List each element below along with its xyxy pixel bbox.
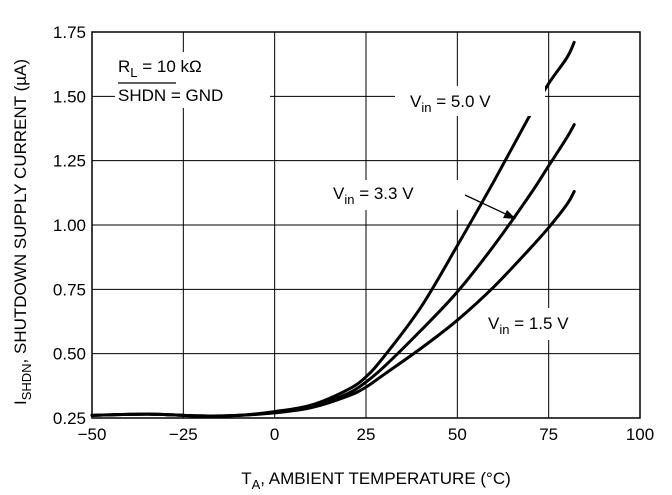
y-axis-label: ISHDN, SHUTDOWN SUPPLY CURRENT (µA) <box>11 59 34 405</box>
x-tick-label: −50 <box>78 425 107 444</box>
x-tick-label: 25 <box>357 425 376 444</box>
arrow-3v-head <box>503 210 516 219</box>
y-tick-label: 1.00 <box>53 216 86 235</box>
conditions-background <box>115 52 270 108</box>
label-bg-5v <box>395 86 545 116</box>
x-tick-label: 0 <box>270 425 279 444</box>
x-tick-label: −25 <box>169 425 198 444</box>
plot-frame <box>91 31 641 419</box>
x-tick-label: 50 <box>448 425 467 444</box>
x-tick-label: 100 <box>626 425 654 444</box>
arrow-3v-line <box>464 194 511 217</box>
y-tick-label: 0.75 <box>53 280 86 299</box>
y-tick-label: 1.75 <box>53 23 86 42</box>
x-axis-label: TA, AMBIENT TEMPERATURE (°C) <box>241 469 511 492</box>
series-line-2 <box>90 190 576 418</box>
grid <box>92 32 640 418</box>
y-tick-label: 1.50 <box>53 87 86 106</box>
series-label-5v: Vin = 5.0 V <box>410 92 491 115</box>
condition-shdn: SHDN = GND <box>118 86 223 105</box>
label-bg-1v <box>484 308 604 340</box>
label-bg-3v <box>330 180 460 210</box>
y-tick-label: 1.25 <box>53 152 86 171</box>
ticks: −50 −25 0 25 50 75 100 0.25 0.50 0.75 1.00 1.25 1.50… <box>53 23 654 444</box>
series-label-1v: Vin = 1.5 V <box>488 314 569 337</box>
series-label-3v: Vin = 3.3 V <box>333 184 414 207</box>
x-tick-label: 75 <box>539 425 558 444</box>
y-tick-label: 0.50 <box>53 345 86 364</box>
condition-load-resistance: RL = 10 kΩ <box>118 57 202 80</box>
y-tick-label: 0.25 <box>53 409 86 428</box>
